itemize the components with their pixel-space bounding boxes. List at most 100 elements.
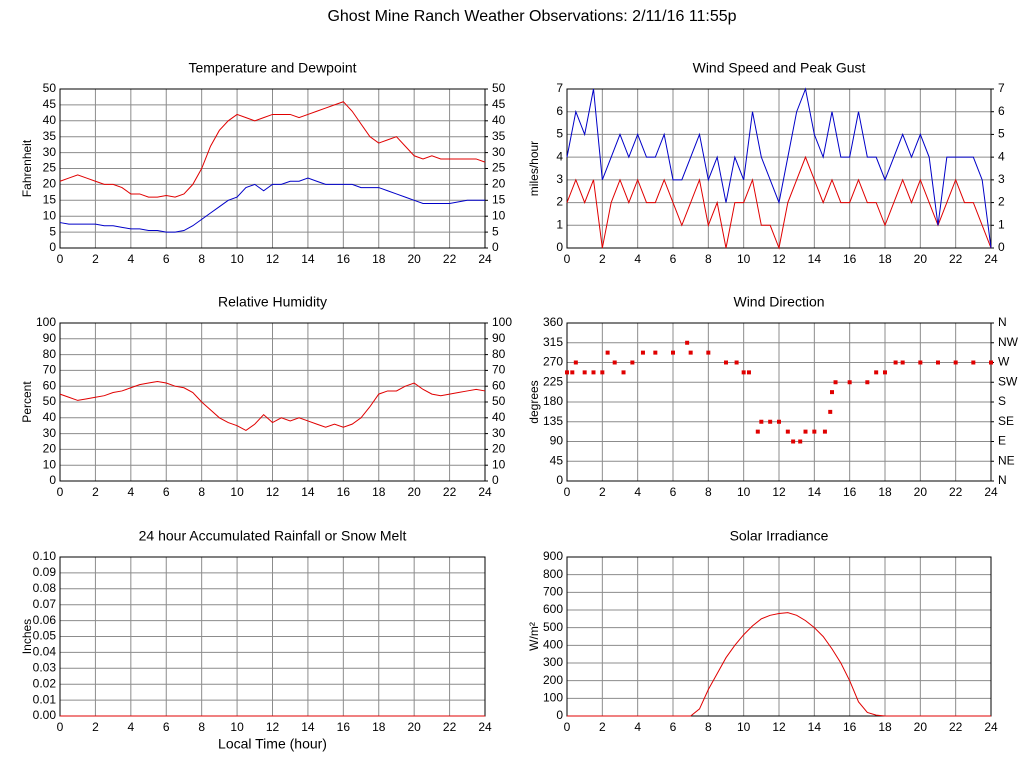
data-point <box>803 429 808 434</box>
data-point <box>685 340 690 345</box>
page-title: Ghost Mine Ranch Weather Observations: 2… <box>327 8 736 25</box>
x-tick-label: 20 <box>914 485 928 499</box>
data-point <box>812 429 817 434</box>
x-tick-label: 18 <box>878 485 892 499</box>
y-tick-label: 50 <box>43 81 57 95</box>
x-tick-label: 8 <box>198 485 205 499</box>
data-point <box>591 370 596 375</box>
data-point <box>605 350 610 355</box>
y-axis-label: Percent <box>20 381 34 423</box>
y-tick-label: 600 <box>543 602 563 616</box>
y-tick-label: 0 <box>556 240 563 254</box>
y2-tick-label: NW <box>998 335 1019 349</box>
y-tick-label: 135 <box>543 414 563 428</box>
y-tick-label: 0.03 <box>33 660 57 674</box>
panel-title: 24 hour Accumulated Rainfall or Snow Mel… <box>139 528 407 544</box>
data-point <box>830 390 834 395</box>
x-tick-label: 18 <box>372 485 386 499</box>
data-line <box>59 177 485 233</box>
y-tick-label: 2 <box>556 195 563 209</box>
data-point <box>798 439 803 444</box>
x-tick-label: 10 <box>230 720 244 734</box>
plot-frame <box>566 556 992 717</box>
y2-tick-label: 100 <box>492 315 512 329</box>
data-point <box>612 360 617 365</box>
x-tick-label: 22 <box>443 485 457 499</box>
y-tick-label: 20 <box>43 177 57 191</box>
y2-tick-label: 7 <box>998 81 1005 95</box>
x-tick-label: 12 <box>266 720 280 734</box>
x-tick-label: 14 <box>808 720 822 734</box>
x-tick-label: 12 <box>772 720 786 734</box>
y2-tick-label: SW <box>998 374 1018 388</box>
x-tick-label: 0 <box>57 485 64 499</box>
data-line <box>566 87 992 249</box>
y2-tick-label: 4 <box>998 149 1005 163</box>
data-point <box>936 360 940 365</box>
y-tick-label: 0.02 <box>33 676 57 690</box>
y2-tick-label: 6 <box>998 104 1005 118</box>
y2-tick-label: 80 <box>492 347 506 361</box>
y-tick-label: 200 <box>543 673 563 687</box>
data-point <box>874 370 879 375</box>
y2-tick-label: 50 <box>492 81 506 95</box>
data-point <box>706 350 711 355</box>
y-tick-label: 100 <box>543 691 563 705</box>
y2-tick-label: 1 <box>998 217 1005 231</box>
x-tick-label: 24 <box>478 485 492 499</box>
data-point <box>630 360 635 365</box>
x-tick-label: 6 <box>163 720 170 734</box>
panel-title: Temperature and Dewpoint <box>188 60 356 76</box>
y-tick-label: 0.00 <box>33 708 57 722</box>
data-point <box>741 370 746 375</box>
y2-tick-label: 45 <box>492 97 506 111</box>
y-tick-label: 6 <box>556 104 563 118</box>
y-tick-label: 4 <box>556 149 563 163</box>
x-tick-label: 20 <box>914 252 928 266</box>
x-tick-label: 24 <box>478 720 492 734</box>
x-tick-label: 12 <box>266 252 280 266</box>
y-axis-label: miles/hour <box>527 141 541 196</box>
x-tick-label: 8 <box>198 252 205 266</box>
y-tick-label: 0.01 <box>33 692 57 706</box>
panel-title: Relative Humidity <box>218 294 327 310</box>
y-tick-label: 100 <box>36 315 56 329</box>
x-tick-label: 4 <box>634 252 641 266</box>
y-tick-label: 5 <box>556 127 563 141</box>
y-tick-label: 40 <box>43 410 57 424</box>
y-tick-label: 10 <box>43 457 57 471</box>
y-tick-label: 80 <box>43 347 57 361</box>
data-line <box>566 155 992 250</box>
y2-tick-label: 40 <box>492 113 506 127</box>
x-tick-label: 10 <box>737 720 751 734</box>
x-tick-label: 22 <box>949 252 963 266</box>
y-axis-label: degrees <box>527 380 541 423</box>
y2-tick-label: 90 <box>492 331 506 345</box>
data-point <box>600 370 605 375</box>
data-point <box>847 380 852 385</box>
y-tick-label: 30 <box>43 145 57 159</box>
x-tick-label: 4 <box>127 720 134 734</box>
y2-tick-label: 10 <box>492 457 506 471</box>
data-point <box>989 360 993 365</box>
x-tick-label: 20 <box>407 252 421 266</box>
y-axis-label: Inches <box>20 619 34 654</box>
x-tick-label: 18 <box>372 252 386 266</box>
y-tick-label: 700 <box>543 585 563 599</box>
y-tick-label: 800 <box>543 567 563 581</box>
y-axis-label: Fahrenheit <box>20 139 34 197</box>
data-point <box>865 380 870 385</box>
x-tick-label: 6 <box>670 252 677 266</box>
y-tick-label: 0.08 <box>33 581 57 595</box>
data-point <box>953 360 958 365</box>
x-tick-label: 8 <box>705 485 712 499</box>
y2-tick-label: 30 <box>492 426 506 440</box>
x-tick-label: 4 <box>634 485 641 499</box>
y2-tick-label: 60 <box>492 378 506 392</box>
plot-frame <box>59 322 486 482</box>
data-point <box>621 370 626 375</box>
x-tick-label: 18 <box>878 720 892 734</box>
x-tick-label: 18 <box>372 720 386 734</box>
x-tick-label: 14 <box>808 252 822 266</box>
y-tick-label: 1 <box>556 217 563 231</box>
